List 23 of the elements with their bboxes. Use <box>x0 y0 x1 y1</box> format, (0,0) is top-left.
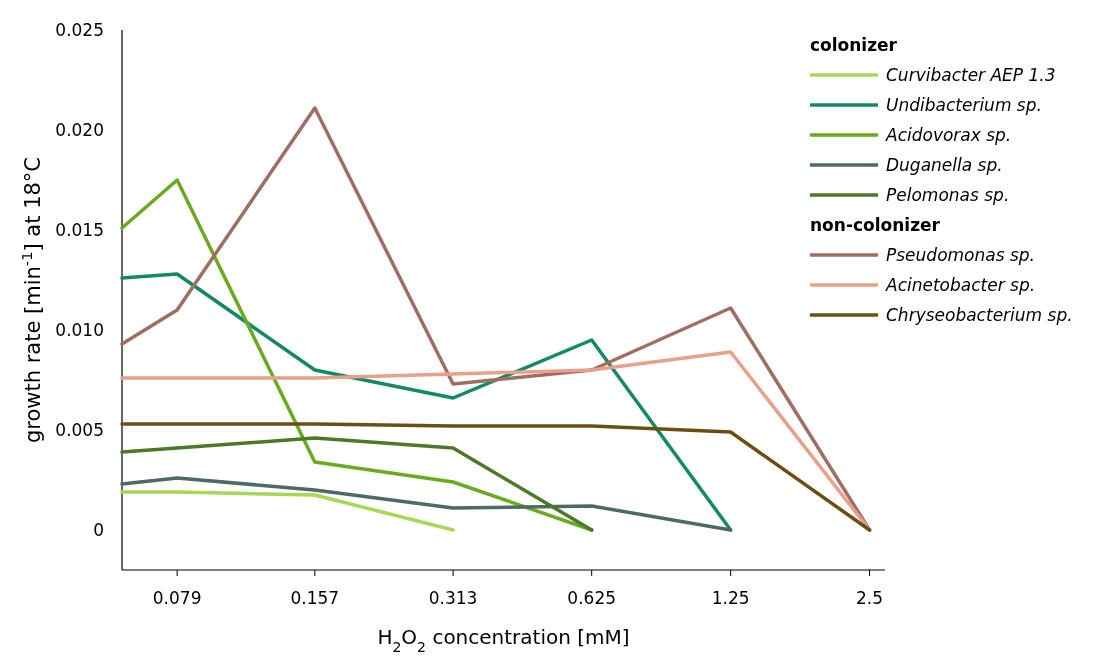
legend-label: Pelomonas sp. <box>886 185 1010 205</box>
annotation: colonizer <box>810 35 898 55</box>
y-tick-label: 0.015 <box>55 219 104 240</box>
y-tick-label: 0.020 <box>55 119 104 140</box>
legend-label: Undibacterium sp. <box>886 95 1042 115</box>
x-tick-label: 2.5 <box>856 588 884 608</box>
y-tick-label: 0.005 <box>55 419 104 440</box>
y-tick-label: 0 <box>93 519 104 540</box>
legend-label: Pseudomonas sp. <box>886 245 1035 265</box>
legend-label: Chryseobacterium sp. <box>886 305 1073 325</box>
x-tick-label: 0.313 <box>428 588 478 608</box>
x-tick-label: 0.157 <box>290 588 340 608</box>
annotation: non-colonizer <box>810 215 941 235</box>
x-tick-label: 1.25 <box>711 588 750 608</box>
y-tick-label: 0.010 <box>55 319 104 340</box>
x-axis-title: H$_{2}$O$_{2}$ concentration [mM] <box>377 625 630 655</box>
legend-label: Acidovorax sp. <box>885 125 1012 145</box>
x-tick-label: 0.079 <box>152 588 202 608</box>
y-tick-label: 0.025 <box>55 19 104 40</box>
x-tick-label: 0.625 <box>567 588 617 608</box>
legend-label: Duganella sp. <box>886 155 1003 175</box>
legend-label: Acinetobacter sp. <box>885 275 1036 295</box>
legend-label: Curvibacter AEP 1.3 <box>886 65 1056 85</box>
